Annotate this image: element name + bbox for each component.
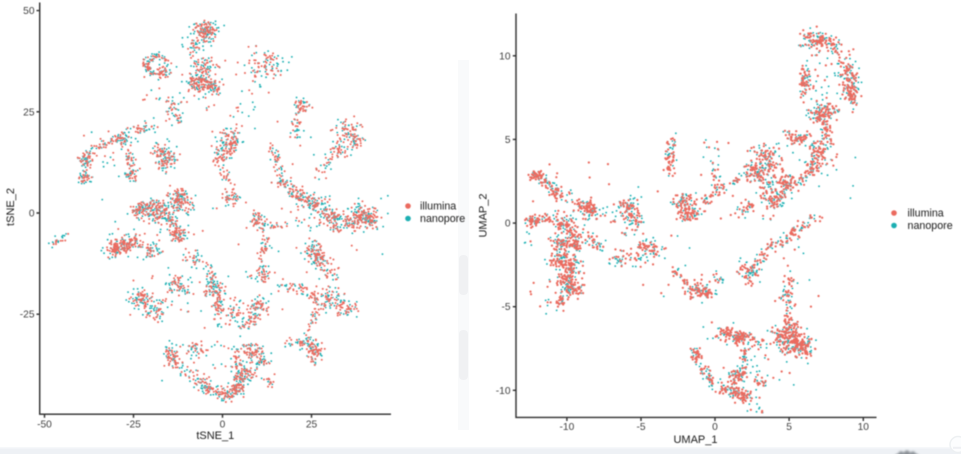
svg-text:tSNE_1: tSNE_1: [196, 430, 234, 442]
svg-text:5: 5: [786, 422, 792, 433]
svg-text:-50: -50: [37, 419, 52, 430]
svg-text:-5: -5: [636, 422, 645, 433]
svg-text:10: 10: [499, 51, 511, 62]
svg-text:tSNE_2: tSNE_2: [5, 188, 17, 226]
svg-text:0: 0: [712, 422, 718, 433]
svg-text:illumina: illumina: [420, 200, 456, 212]
svg-text:-10: -10: [496, 386, 511, 397]
svg-text:UMAP_2: UMAP_2: [478, 193, 490, 237]
svg-text:10: 10: [858, 422, 870, 433]
svg-text:UMAP_1: UMAP_1: [673, 434, 717, 446]
svg-text:-10: -10: [560, 422, 575, 433]
svg-text:25: 25: [23, 107, 35, 118]
svg-text:0: 0: [505, 219, 511, 230]
svg-text:25: 25: [306, 419, 318, 430]
svg-text:0: 0: [220, 419, 226, 430]
svg-text:5: 5: [505, 135, 511, 146]
svg-text:-5: -5: [501, 302, 510, 313]
svg-text:nanopore: nanopore: [908, 220, 953, 232]
svg-text:nanopore: nanopore: [420, 213, 465, 225]
svg-text:0: 0: [29, 209, 35, 220]
svg-text:-25: -25: [126, 419, 141, 430]
svg-text:-25: -25: [20, 310, 35, 321]
svg-text:illumina: illumina: [908, 207, 944, 219]
svg-text:50: 50: [23, 6, 35, 17]
